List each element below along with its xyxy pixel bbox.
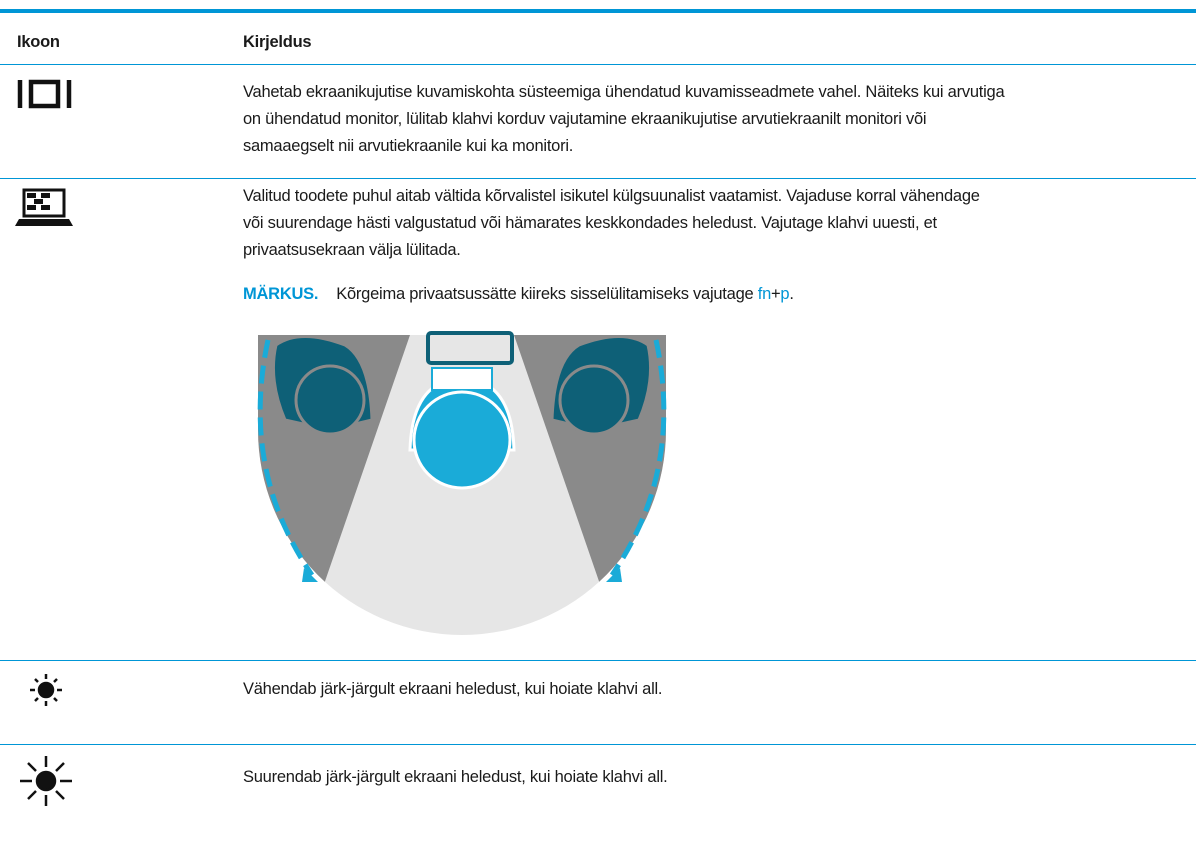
- row-rule: [0, 660, 1196, 661]
- desc-line: on ühendatud monitor, lülitab klahvi kor…: [243, 110, 927, 128]
- note-label: MÄRKUS.: [243, 285, 319, 303]
- row-rule: [0, 64, 1196, 65]
- desc-line: Valitud toodete puhul aitab vältida kõrv…: [243, 187, 980, 205]
- desc-line: või suurendage hästi valgustatud või häm…: [243, 214, 937, 232]
- desc-line: Suurendab järk-järgult ekraani heledust,…: [243, 768, 668, 786]
- brightness-up-icon: [20, 756, 72, 806]
- header-cell: Ikoon: [17, 33, 60, 51]
- privacy-illustration: [257, 331, 667, 635]
- privacy-icon: [15, 188, 73, 226]
- desc-line: Vahetab ekraanikujutise kuvamiskohta süs…: [243, 83, 1005, 101]
- brightness-down-icon: [30, 674, 62, 706]
- period: .: [789, 285, 794, 303]
- desc-line: samaaegselt nii arvutiekraanile kui ka m…: [243, 137, 574, 155]
- desc-line: privaatsusekraan välja lülitada.: [243, 241, 461, 259]
- note-text: Kõrgeima privaatsussätte kiireks sisselü…: [336, 285, 758, 303]
- key: fn: [757, 285, 772, 303]
- top-rule: [0, 9, 1196, 13]
- plus: +: [771, 285, 781, 303]
- header-cell: Kirjeldus: [243, 33, 312, 51]
- row-rule: [0, 744, 1196, 745]
- row-rule: [0, 178, 1196, 179]
- key: p: [780, 285, 790, 303]
- note: MÄRKUS. Kõrgeima privaatsussätte kiireks …: [243, 284, 794, 304]
- display-icon: [17, 79, 72, 109]
- desc-line: Vähendab järk-järgult ekraani heledust, …: [243, 680, 663, 698]
